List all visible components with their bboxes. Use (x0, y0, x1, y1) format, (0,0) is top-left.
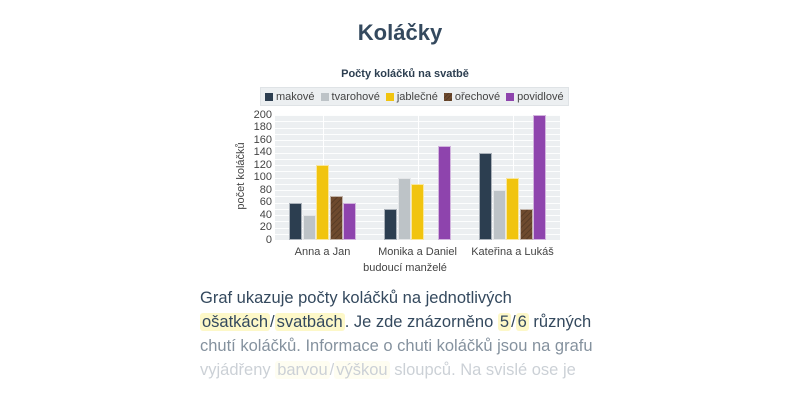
bar-tvarohové[interactable] (492, 190, 506, 240)
description-line-4: vyjádřeny barvou / výškou sloupců. Na svis… (200, 358, 600, 382)
bar-ořechové[interactable] (519, 208, 533, 240)
y-tick-label: 200 (253, 108, 272, 121)
bar-jablečné[interactable] (411, 183, 424, 240)
legend-swatch (265, 92, 273, 101)
y-tick-label: 180 (253, 121, 272, 133)
y-tick-label: 80 (259, 183, 272, 196)
text-fragment: vyjádřeny (200, 361, 276, 379)
description-line-3: chutí koláčků. Informace o chuti koláčků… (200, 337, 593, 355)
separator: / (511, 313, 516, 331)
x-axis-label: budoucí manželé (363, 262, 447, 274)
legend-swatch (443, 92, 452, 101)
bar-tvarohové[interactable] (397, 177, 411, 240)
bar-makové[interactable] (384, 208, 397, 240)
legend-swatch (506, 92, 515, 101)
option-5[interactable]: 5 (497, 313, 512, 331)
gridline (275, 240, 560, 241)
legend-label: jablečné (396, 90, 438, 103)
x-tick-label: Anna a Jan (294, 246, 351, 258)
vertical-gridline (417, 115, 419, 240)
option-vyskou[interactable]: výškou (334, 361, 390, 379)
y-tick-label: 20 (259, 221, 272, 233)
y-tick-label: 100 (253, 171, 272, 183)
bar-makové[interactable] (479, 152, 492, 240)
legend-item[interactable]: tvarohové (320, 90, 380, 103)
text-fragment: . Je zde znázorněno (344, 313, 498, 331)
legend-label: ořechové (454, 90, 501, 103)
plot-area (275, 115, 560, 241)
bar-ořechové[interactable] (329, 196, 343, 240)
text-fragment: různých (528, 313, 592, 331)
description-text: Graf ukazuje počty koláčků na jednotlivý… (200, 286, 600, 382)
bar-jablečné[interactable] (316, 165, 329, 240)
chart-legend: makové tvarohové jablečné ořechové povidlové (260, 87, 569, 106)
bar-povidlové[interactable] (438, 146, 451, 240)
option-svatbach[interactable]: svatbách (274, 313, 345, 331)
chart-title: Počty koláčků na svatbě (341, 68, 469, 80)
y-tick-label: 0 (265, 233, 272, 246)
bar-makové[interactable] (289, 202, 302, 240)
y-tick-label: 160 (253, 133, 272, 146)
x-tick-label: Kateřina a Lukáš (471, 246, 554, 258)
option-osatkach[interactable]: ošatkách (200, 313, 271, 331)
legend-item[interactable]: ořechové (443, 90, 501, 103)
separator: / (329, 361, 335, 379)
separator: / (270, 313, 275, 331)
option-barvou[interactable]: barvou (275, 361, 330, 379)
legend-label: tvarohové (331, 90, 380, 103)
bar-jablečné[interactable] (506, 177, 519, 240)
description-line-1: Graf ukazuje počty koláčků na jednotlivý… (200, 289, 512, 307)
legend-swatch (320, 92, 329, 101)
y-tick-label: 120 (253, 158, 272, 171)
legend-label: povidlové (517, 90, 564, 103)
option-6[interactable]: 6 (515, 313, 529, 331)
legend-swatch (385, 92, 394, 101)
y-tick-label: 140 (253, 146, 272, 158)
x-tick-label: Monika a Daniel (378, 246, 457, 258)
bar-tvarohové[interactable] (302, 215, 316, 240)
y-tick-label: 60 (259, 196, 272, 208)
legend-label: makové (276, 90, 315, 103)
page-title: Koláčky (357, 20, 443, 45)
bar-povidlové[interactable] (343, 202, 356, 240)
text-fragment: sloupců. Na svislé ose je (389, 361, 576, 379)
legend-item[interactable]: jablečné (385, 90, 438, 103)
legend-item[interactable]: makové (265, 91, 315, 103)
description-line-2: ošatkách / svatbách. Je zde znázorněno 5/6… (200, 310, 600, 334)
legend-item[interactable]: povidlové (506, 90, 564, 103)
bar-povidlové[interactable] (533, 115, 546, 240)
y-tick-label: 40 (259, 208, 272, 221)
